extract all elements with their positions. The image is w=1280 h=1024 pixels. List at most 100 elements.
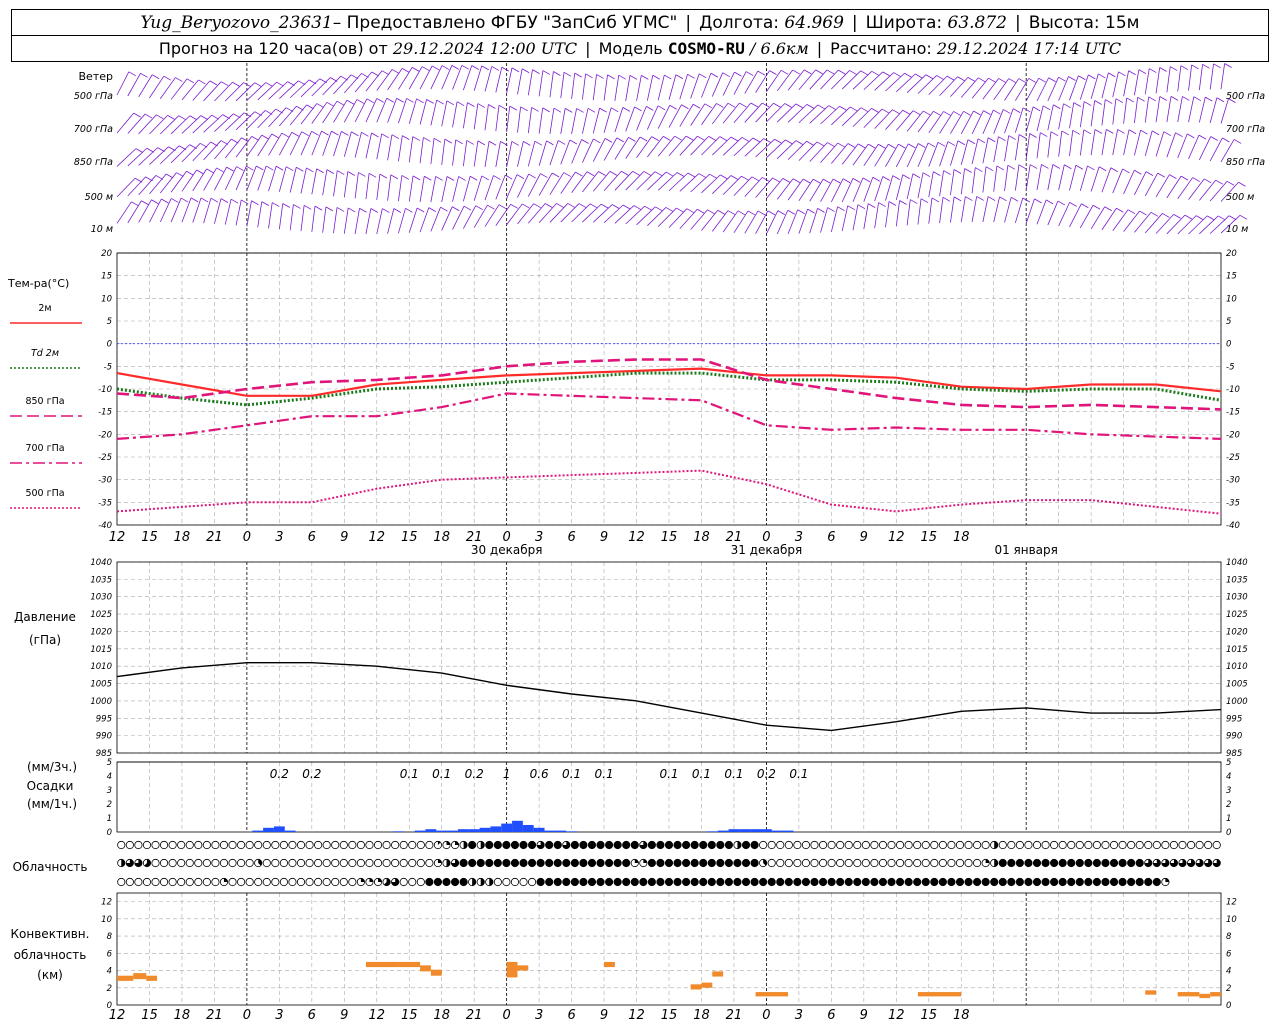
convective-bar <box>712 971 724 977</box>
cloud-fill <box>1127 859 1135 867</box>
wind-barb-feather <box>336 100 345 106</box>
wind-barb-feather <box>371 132 379 138</box>
wind-barb-feather <box>531 107 539 112</box>
longitude-value: 64.969 <box>784 12 844 33</box>
wind-barb-feather <box>599 107 607 113</box>
wind-barb-feather <box>1182 96 1190 101</box>
cloud-symbol <box>579 858 588 868</box>
cloud-symbol <box>836 858 845 868</box>
pressure-axis-tick-left: 1000 <box>90 697 112 707</box>
wind-barb-feather <box>585 73 593 79</box>
wind-barb <box>192 141 211 162</box>
wind-barb-feather <box>416 98 424 104</box>
wind-barb <box>896 73 916 93</box>
wind-barb <box>885 143 899 167</box>
cloud-outline <box>151 840 160 850</box>
cloud-symbol <box>827 840 836 850</box>
wind-barb-feather <box>674 135 682 141</box>
wind-barb-feather <box>1148 96 1156 102</box>
wind-barb <box>1166 214 1186 235</box>
cloud-symbol <box>279 840 288 850</box>
cloud-fill <box>545 859 553 867</box>
precip-bar <box>490 826 502 832</box>
cloud-symbol <box>510 840 520 850</box>
cloud-symbol <box>151 840 160 850</box>
precip-bar <box>512 820 523 832</box>
wind-barb <box>246 165 257 191</box>
temp-x-tick: 21 <box>206 530 223 545</box>
calc-time: 29.12.2024 17:14 UTC <box>936 39 1122 58</box>
wind-barb <box>571 171 588 193</box>
wind-level-label-left: 500 м <box>85 192 113 203</box>
wind-barb <box>809 178 824 202</box>
cloud-symbol <box>1050 877 1059 887</box>
wind-barb <box>354 98 368 123</box>
wind-barb-feather <box>1145 171 1154 176</box>
cloud-outline <box>1169 840 1179 850</box>
wind-barb <box>311 102 328 124</box>
convective-axis-tick-left: 8 <box>107 932 113 942</box>
wind-barb-feather <box>757 70 766 76</box>
cloud-symbol <box>416 858 425 868</box>
cloud-outline <box>305 858 314 868</box>
wind-barb <box>1144 213 1163 234</box>
cloud-symbol <box>228 877 237 887</box>
wind-barb <box>690 173 710 193</box>
cloud-outline <box>228 840 237 850</box>
cloud-symbol <box>767 877 776 887</box>
cloud-fill <box>451 859 459 867</box>
cloud-outline <box>211 840 220 850</box>
cloud-outline <box>339 840 348 850</box>
wind-barb <box>917 75 937 94</box>
wind-barb-feather <box>1052 164 1061 169</box>
wind-barb-feather <box>827 142 835 147</box>
wind-barb-feather <box>456 101 465 107</box>
wind-barb <box>506 203 523 225</box>
wind-barb <box>116 112 134 134</box>
cloud-outline <box>408 877 417 887</box>
day-label: 01 января <box>994 543 1057 557</box>
wind-barb-feather <box>405 207 413 213</box>
pressure-axis-tick-left: 1015 <box>90 645 112 655</box>
wind-barb-feather <box>828 105 836 110</box>
wind-barb <box>1188 134 1200 160</box>
cloud-outline <box>493 877 502 887</box>
wind-barb <box>841 143 859 165</box>
cloud-symbol <box>408 840 417 850</box>
wind-barb-feather <box>837 206 845 212</box>
wind-barb <box>452 65 463 90</box>
wind-barb-feather <box>532 69 540 74</box>
cloud-fill <box>126 859 134 867</box>
cloud-fill <box>973 878 981 886</box>
convective-x-tick: 9 <box>600 1008 608 1023</box>
wind-barb-feather <box>200 197 209 203</box>
temp-axis-tick-left: 0 <box>107 340 112 350</box>
cloud-fill <box>455 841 459 845</box>
cloud-symbol <box>639 877 648 887</box>
cloud-symbol <box>1109 840 1119 850</box>
wind-barb <box>636 171 656 191</box>
wind-barb <box>1220 63 1226 90</box>
cloud-outline <box>1041 840 1050 850</box>
cloud-symbol <box>142 840 152 850</box>
cloud-symbol <box>570 840 579 850</box>
wind-barb-feather <box>1162 213 1170 218</box>
longitude-label: Долгота: <box>699 12 779 33</box>
cloud-symbol <box>1212 858 1221 868</box>
cloud-symbol <box>194 840 203 850</box>
wind-barb-feather <box>925 74 934 80</box>
wind-barb <box>798 141 818 161</box>
cloud-symbol <box>536 858 545 868</box>
cloud-outline <box>793 858 802 868</box>
cloud-outline <box>527 877 537 887</box>
wind-barb-feather <box>1094 129 1103 134</box>
wind-barb <box>527 69 533 96</box>
wind-barb <box>1014 134 1020 161</box>
temp-axis-tick-right: -20 <box>1226 430 1240 440</box>
wind-barb-feather <box>1139 210 1147 216</box>
wind-barb <box>755 70 770 93</box>
wind-barb <box>527 173 541 197</box>
temp-x-tick: 0 <box>762 530 770 545</box>
cloud-symbol <box>1075 840 1084 850</box>
cloud-symbol <box>784 877 793 887</box>
